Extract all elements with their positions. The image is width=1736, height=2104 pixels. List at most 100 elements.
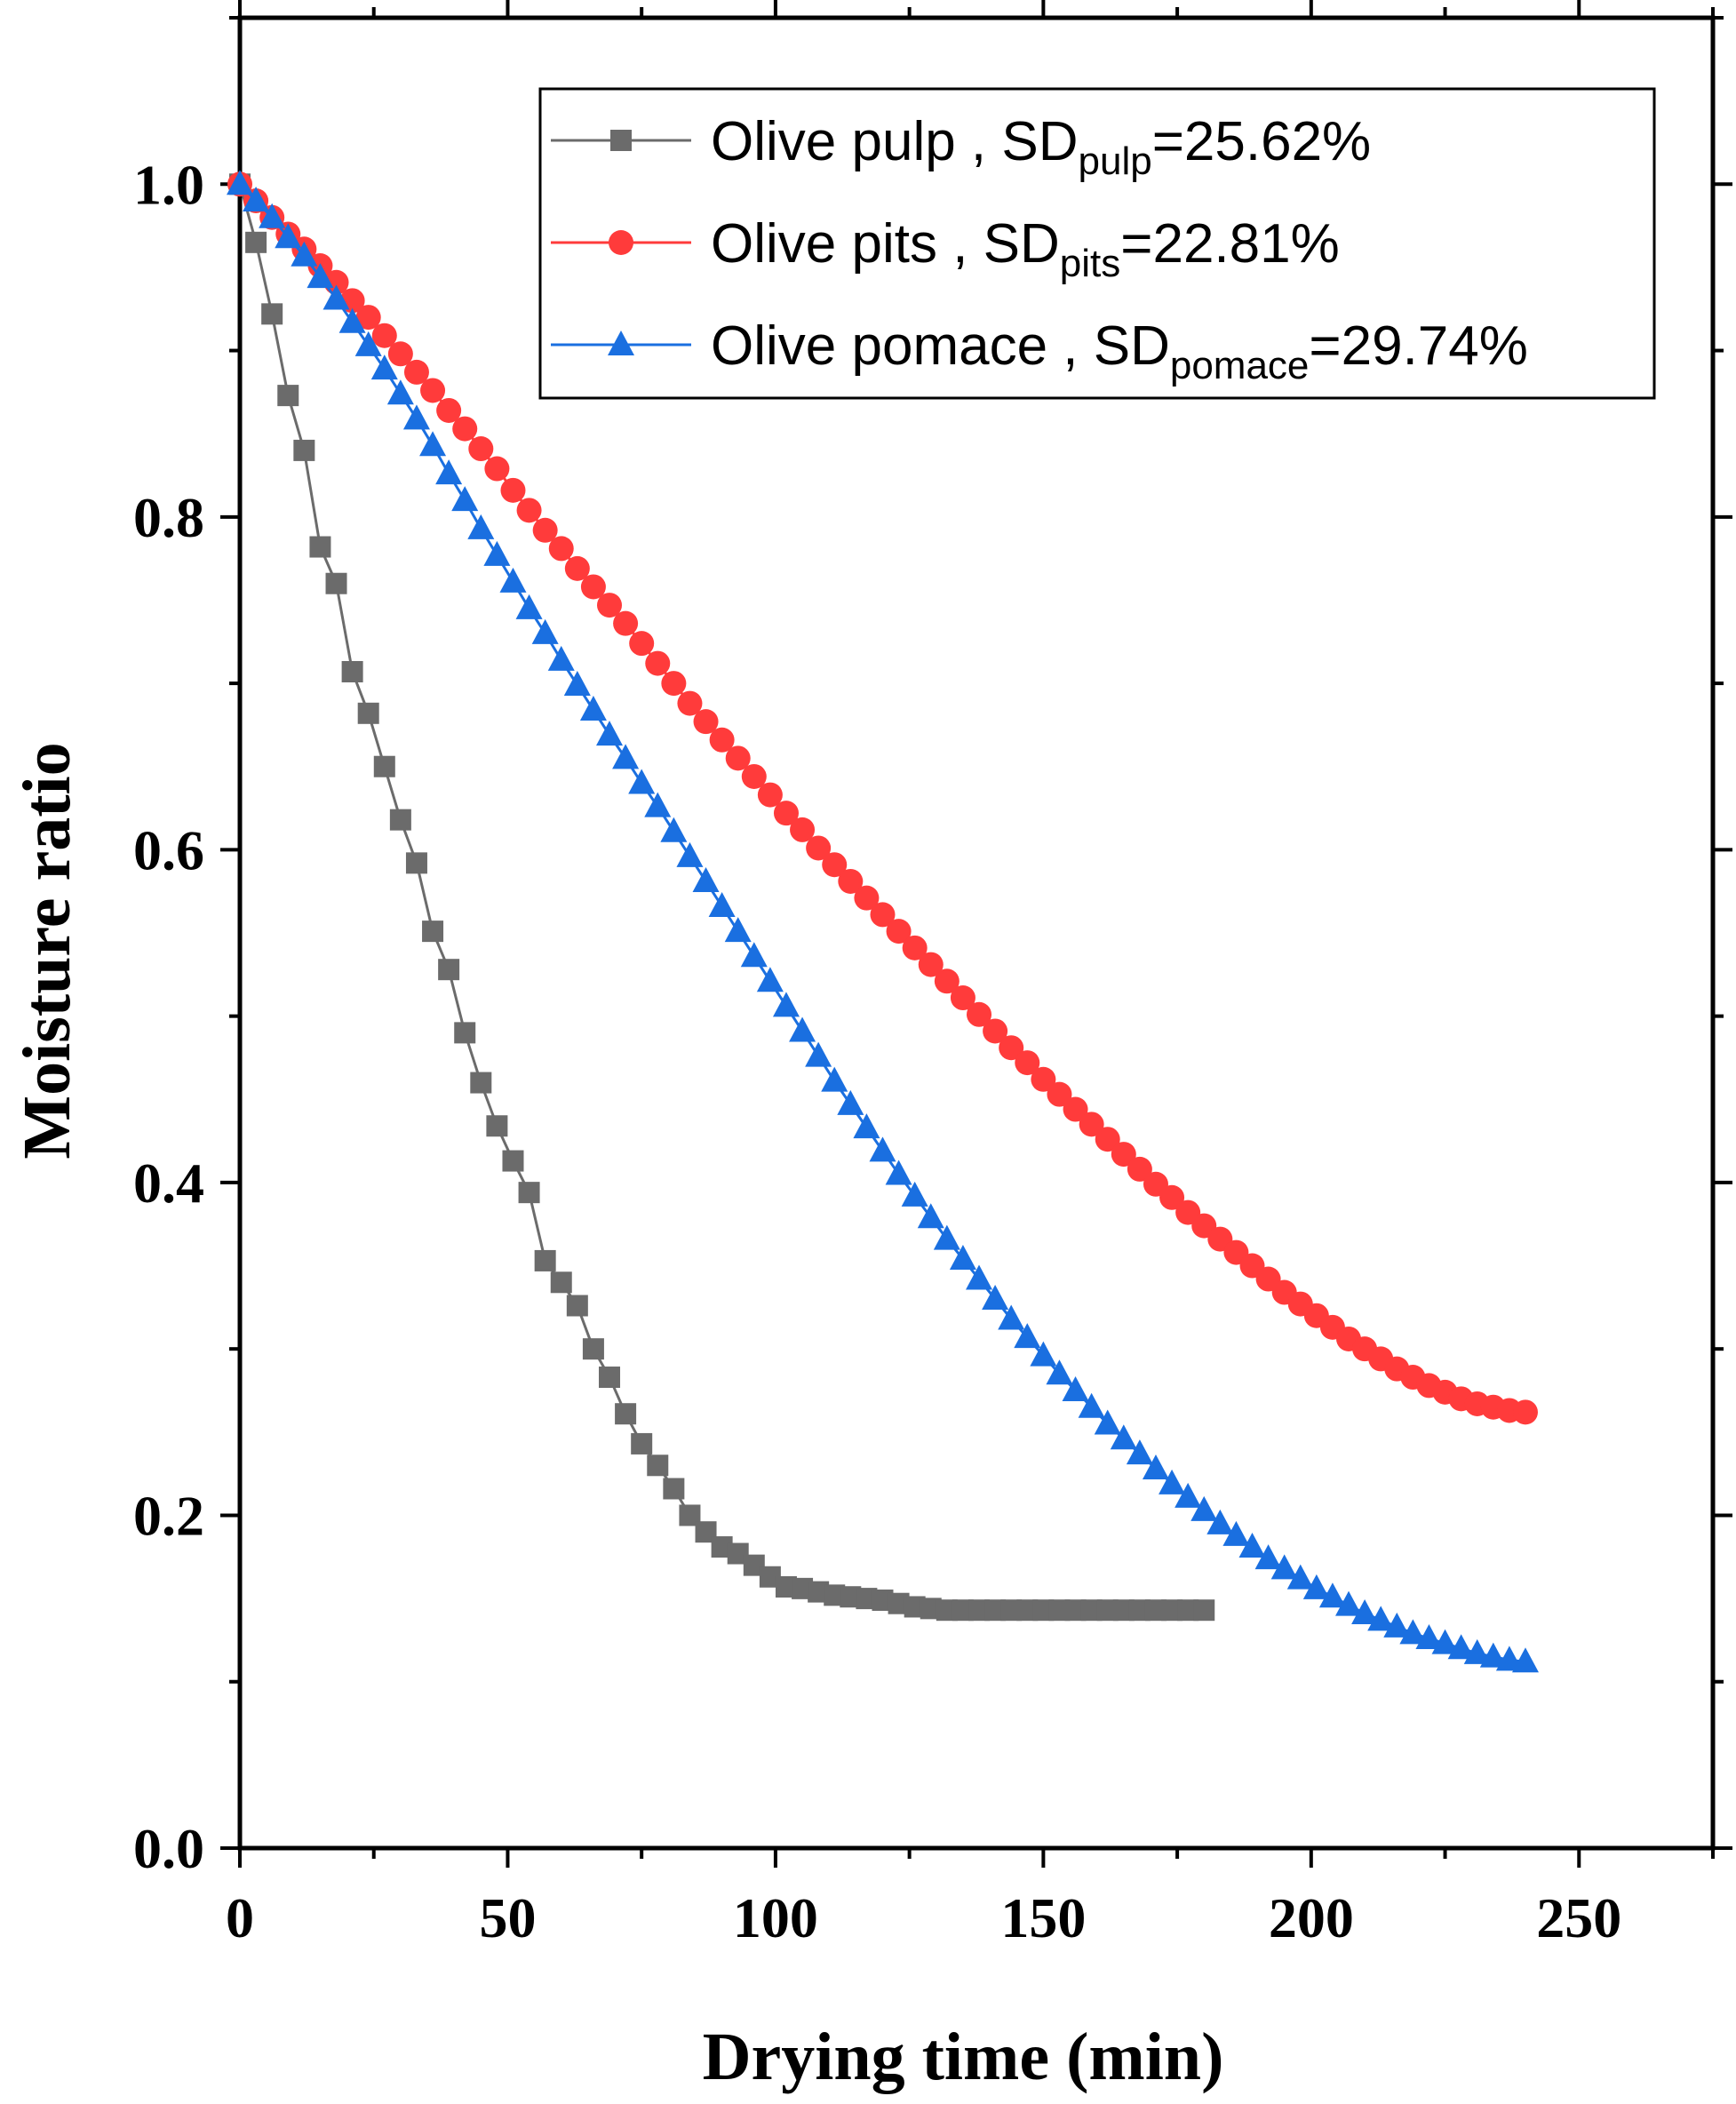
- data-point: [806, 835, 832, 861]
- data-point: [307, 263, 334, 289]
- data-point: [967, 1001, 992, 1027]
- data-point: [580, 574, 606, 600]
- data-point: [901, 1181, 928, 1207]
- y-tick-label: 0.6: [133, 818, 204, 881]
- data-point: [370, 355, 398, 380]
- y-axis-title: Moisture ratio: [10, 742, 84, 1159]
- data-point: [355, 305, 381, 331]
- data-point: [1111, 1142, 1136, 1168]
- data-point: [1014, 1323, 1041, 1349]
- data-point: [645, 650, 671, 676]
- data-point: [1063, 1096, 1088, 1122]
- data-point: [435, 459, 463, 485]
- data-point: [1095, 1127, 1120, 1152]
- data-point: [1094, 1409, 1121, 1435]
- data-point: [566, 1295, 588, 1317]
- data-point: [740, 942, 768, 968]
- data-point: [886, 919, 912, 944]
- data-point: [564, 555, 590, 581]
- data-point: [532, 517, 558, 543]
- y-tick-label: 0.2: [133, 1484, 204, 1547]
- data-point: [1383, 1612, 1411, 1638]
- data-point: [1191, 1495, 1218, 1521]
- data-point: [708, 892, 736, 918]
- data-point: [1015, 1050, 1040, 1076]
- data-point: [436, 397, 462, 423]
- data-point: [822, 852, 848, 878]
- data-point: [277, 385, 299, 407]
- data-point: [950, 985, 976, 1011]
- y-tick-label: 0.0: [133, 1817, 204, 1880]
- data-point: [1159, 1184, 1185, 1210]
- data-point: [500, 477, 526, 503]
- x-tick-label: 0: [226, 1886, 254, 1949]
- legend-item: Olive pulp , SDpulp=25.62%: [551, 111, 1371, 183]
- data-point: [341, 660, 363, 682]
- data-point: [644, 792, 672, 817]
- data-point: [1415, 1624, 1443, 1650]
- data-point: [999, 1035, 1024, 1061]
- data-point: [467, 514, 495, 539]
- data-point: [438, 959, 460, 981]
- data-point: [838, 868, 864, 894]
- data-point: [709, 727, 735, 753]
- data-point: [386, 379, 414, 405]
- data-point: [902, 935, 928, 960]
- data-point: [1367, 1606, 1395, 1631]
- data-point: [660, 817, 688, 842]
- data-point: [1078, 1392, 1105, 1418]
- data-point: [966, 1264, 993, 1290]
- legend-label: Olive pits , SDpits=22.81%: [711, 213, 1340, 285]
- data-point: [692, 866, 720, 892]
- data-point: [615, 1403, 637, 1425]
- data-point: [357, 702, 379, 724]
- data-point: [243, 187, 270, 211]
- data-point: [613, 610, 639, 636]
- data-point: [470, 1072, 492, 1094]
- x-tick-label: 150: [1000, 1886, 1086, 1949]
- data-point: [354, 331, 382, 356]
- data-point: [550, 1271, 572, 1294]
- x-tick-label: 250: [1536, 1886, 1621, 1949]
- data-point: [724, 917, 752, 943]
- data-point: [227, 170, 253, 195]
- data-point: [534, 1249, 556, 1271]
- data-point: [661, 671, 687, 697]
- series-olive-pomace: [227, 170, 1539, 1673]
- data-point: [1512, 1399, 1538, 1425]
- data-point: [629, 631, 655, 657]
- data-point: [483, 540, 511, 566]
- data-point: [499, 567, 527, 593]
- data-point: [371, 323, 397, 348]
- data-point: [486, 1115, 508, 1137]
- data-point: [1126, 1439, 1153, 1465]
- data-point: [790, 817, 816, 842]
- data-point: [596, 721, 624, 746]
- data-point: [1399, 1619, 1427, 1645]
- data-point: [599, 1367, 621, 1389]
- data-point: [1046, 1359, 1073, 1385]
- data-point: [1127, 1156, 1152, 1182]
- legend-label: Olive pulp , SDpulp=25.62%: [711, 111, 1371, 183]
- data-point: [1302, 1574, 1330, 1599]
- legend-label: Olive pomace , SDpomace=29.74%: [711, 315, 1528, 387]
- data-point: [515, 594, 543, 619]
- data-point: [628, 769, 656, 794]
- x-tick-label: 100: [733, 1886, 818, 1949]
- data-point: [405, 852, 427, 874]
- data-point: [373, 755, 395, 777]
- data-point: [772, 992, 800, 1017]
- data-point: [245, 231, 267, 253]
- data-point: [756, 967, 784, 992]
- legend: Olive pulp , SDpulp=25.62% Olive pits , S…: [538, 87, 1656, 400]
- data-point: [531, 618, 559, 644]
- x-tick-label: 50: [479, 1886, 536, 1949]
- data-point: [663, 1478, 685, 1500]
- data-point: [1062, 1376, 1089, 1401]
- data-point: [1238, 1533, 1266, 1558]
- legend-item: Olive pomace , SDpomace=29.74%: [551, 315, 1528, 387]
- data-point: [917, 1203, 944, 1229]
- data-point: [757, 782, 783, 808]
- data-point: [725, 745, 751, 771]
